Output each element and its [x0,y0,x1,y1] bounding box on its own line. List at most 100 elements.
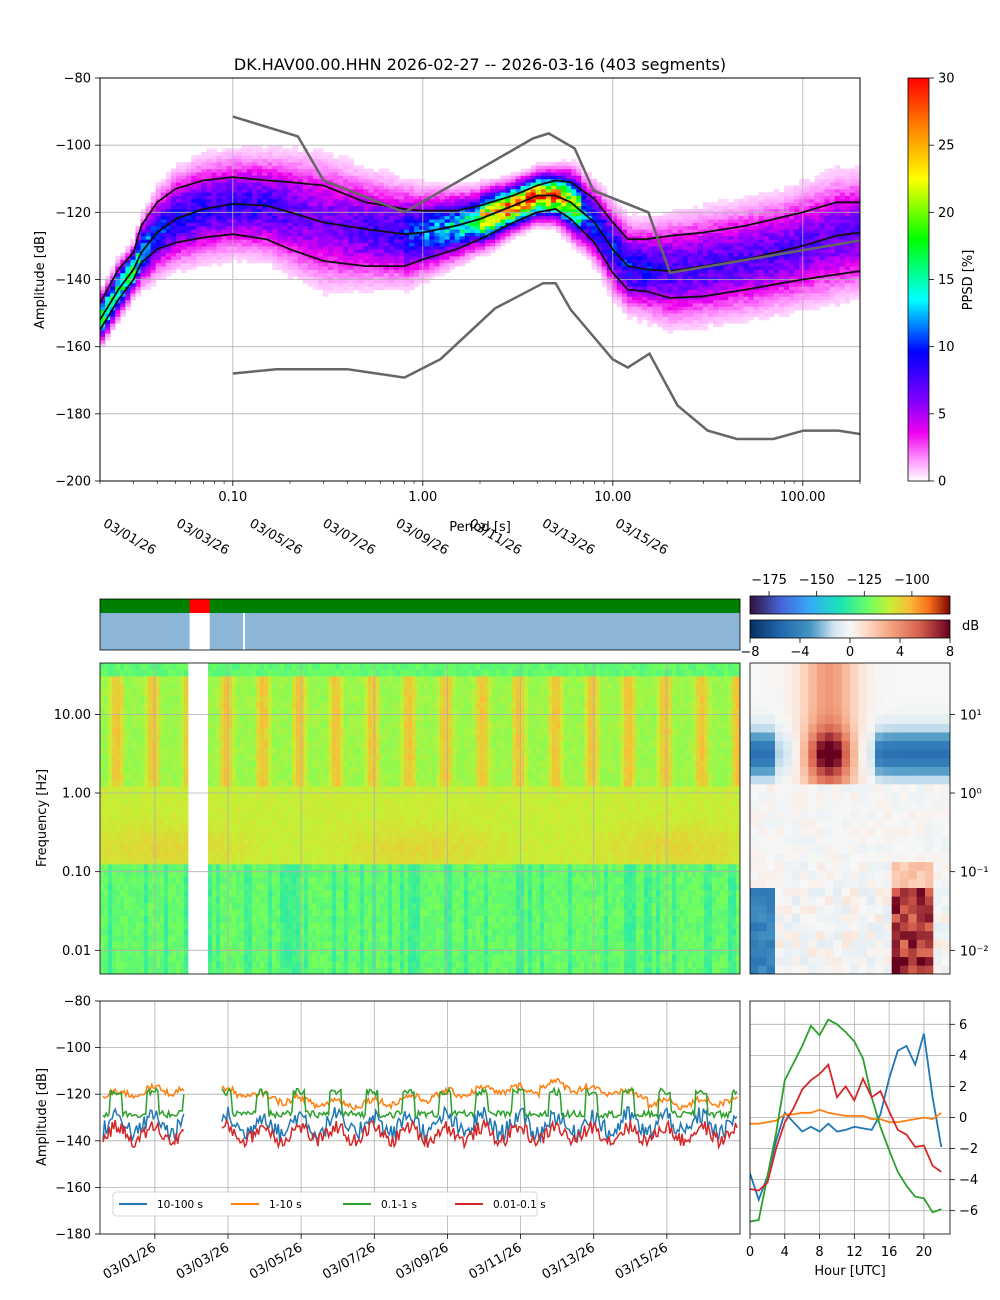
ppsd-cell [829,232,836,237]
ppsd-cell [697,289,704,294]
ppsd-cell [211,232,217,237]
ppsd-cell [480,249,486,254]
ppsd-cell [388,262,395,267]
ppsd-cell [834,239,841,243]
ppsd-cell [829,279,836,284]
ppsd-cell [312,279,319,284]
ppsd-cell [419,259,425,264]
ppsd-cell [241,225,248,230]
ppsd-cell [657,286,663,290]
ppsd-cell [257,198,263,203]
ppsd-cell [571,175,577,180]
ppsd-cell [393,245,400,250]
ppsd-cell [419,269,425,274]
ppsd-cell [829,188,836,193]
ppsd-cell [814,272,820,277]
ppsd-cell [358,289,364,294]
ppsd-cell [626,249,633,254]
ppsd-cell [312,155,319,159]
ppsd-cell [419,215,425,220]
ppsd-cell [550,202,557,207]
ppsd-cell [160,202,167,207]
ppsd-cell [748,313,754,317]
ppsd-cell [778,303,785,307]
ppsd-cell [176,252,182,257]
ppsd-cell [718,316,724,321]
ppsd-cell [444,232,450,237]
ppsd-cell [196,205,202,210]
ppsd-cell [277,219,283,223]
ppsd-cell [753,215,760,220]
ppsd-cell [454,222,461,227]
ppsd-cell [561,219,567,223]
ppsd-cell [611,212,618,217]
ppsd-cell [682,276,689,280]
ppsd-cell [241,192,248,196]
ppsd-cell [272,162,278,166]
ppsd-cell [545,215,552,220]
ppsd-cell [292,145,298,149]
ppsd-cell [581,195,587,200]
deviation-colorbar-tick-label: 8 [946,645,954,660]
ppsd-cell [160,209,167,213]
ppsd-cell [545,222,552,227]
spectrogram-cell [100,825,105,832]
ppsd-cell [784,229,790,233]
ppsd-cell [262,225,268,230]
ppsd-cell [561,158,567,163]
ppsd-cell [576,205,582,210]
ppsd-cell [778,292,785,297]
ppsd-cell [140,212,146,217]
ppsd-cell [824,266,830,270]
ppsd-cell [495,192,501,196]
ppsd-cell [322,256,329,260]
ppsd-cell [373,256,380,260]
ppsd-cell [338,259,344,264]
ppsd-cell [236,252,243,257]
ppsd-cell [753,232,760,237]
ppsd-cell [110,282,116,287]
ppsd-cell [637,272,643,277]
ppsd-cell [824,249,830,254]
ppsd-cell [839,245,846,250]
ppsd-cell [637,319,643,324]
ppsd-cell [363,286,369,290]
ppsd-cell [520,182,526,186]
ppsd-cell [702,205,709,210]
ppsd-cell [753,269,760,274]
ppsd-cell [236,229,243,233]
ppsd-cell [464,235,471,240]
ppsd-cell [611,282,618,287]
ppsd-cell [829,252,836,257]
ppsd-cell [525,185,532,190]
ppsd-cell [206,212,212,217]
ppsd-cell [262,182,268,186]
ppsd-cell [454,242,461,247]
ppsd-cell [814,292,820,297]
ppsd-cell [404,188,410,193]
ppsd-cell [236,225,243,230]
ppsd-cell [429,219,435,223]
ppsd-cell [115,286,121,290]
ppsd-cell [667,232,673,237]
ppsd-cell [692,323,699,327]
ppsd-cell [404,222,410,227]
ppsd-cell [535,192,542,196]
ppsd-cell [581,222,587,227]
ppsd-cell [358,245,364,250]
ppsd-cell [186,172,192,176]
ppsd-cell [495,185,501,190]
ppsd-cell [262,195,268,200]
ppsd-cell [252,185,258,190]
ppsd-cell [328,269,334,274]
ppsd-cell [110,323,116,327]
ppsd-cell [834,252,841,257]
ppsd-cell [388,202,395,207]
ppsd-cell [317,222,324,227]
ppsd-cell [525,202,532,207]
ppsd-cell [252,252,258,257]
ppsd-cell [454,256,461,260]
ppsd-cell [854,172,860,176]
ppsd-cell [834,299,841,304]
ppsd-cell [794,232,800,237]
